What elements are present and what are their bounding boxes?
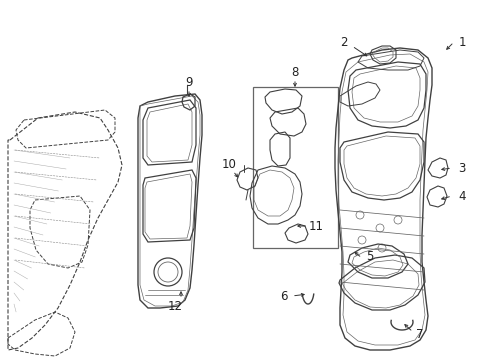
Bar: [253, 87, 338, 248]
Text: 9: 9: [185, 76, 193, 89]
Text: 10: 10: [221, 158, 237, 171]
Text: 6: 6: [280, 289, 288, 302]
Text: 1: 1: [458, 36, 466, 49]
Text: 2: 2: [340, 36, 348, 49]
Text: 7: 7: [416, 328, 424, 341]
Text: 12: 12: [168, 300, 182, 312]
Text: 4: 4: [458, 189, 466, 202]
Text: 8: 8: [292, 66, 299, 78]
Text: 3: 3: [458, 162, 466, 175]
Text: 5: 5: [367, 249, 374, 262]
Text: 11: 11: [309, 220, 323, 233]
